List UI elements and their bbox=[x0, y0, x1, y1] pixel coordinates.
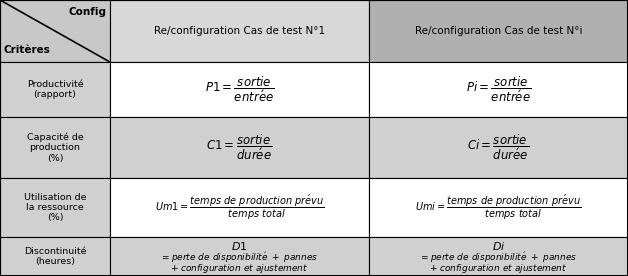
Text: Re/configuration Cas de test N°1: Re/configuration Cas de test N°1 bbox=[154, 26, 325, 36]
Bar bbox=[110, 62, 369, 117]
Bar bbox=[110, 237, 369, 276]
Bar bbox=[110, 117, 369, 178]
Text: $Um1 = \dfrac{\mathit{temps\ de\ production\ pr\acute{e}vu}}{\mathit{temps\ tota: $Um1 = \dfrac{\mathit{temps\ de\ product… bbox=[154, 193, 324, 222]
Text: Discontinuité
(heures): Discontinuité (heures) bbox=[24, 247, 86, 266]
Text: Critères: Critères bbox=[3, 45, 50, 55]
Text: $Umi = \dfrac{\mathit{temps\ de\ production\ pr\acute{e}vu}}{\mathit{temps\ tota: $Umi = \dfrac{\mathit{temps\ de\ product… bbox=[415, 193, 582, 222]
Text: Productivité
(rapport): Productivité (rapport) bbox=[26, 80, 84, 99]
Bar bbox=[0, 62, 110, 117]
Text: $Ci = \dfrac{\mathit{sortie}}{\mathit{dur\acute{e}e}}$: $Ci = \dfrac{\mathit{sortie}}{\mathit{du… bbox=[467, 133, 529, 162]
Bar bbox=[369, 62, 628, 117]
Text: $\mathit{+\ configuration\ et\ ajustement}$: $\mathit{+\ configuration\ et\ ajustemen… bbox=[170, 262, 308, 275]
Bar bbox=[110, 0, 369, 62]
Text: Utilisation de
la ressource
(%): Utilisation de la ressource (%) bbox=[24, 193, 86, 222]
Text: $P1 = \dfrac{\mathit{sortie}}{\mathit{entr\acute{e}e}}$: $P1 = \dfrac{\mathit{sortie}}{\mathit{en… bbox=[205, 75, 274, 104]
Text: $\mathit{+\ configuration\ et\ ajustement}$: $\mathit{+\ configuration\ et\ ajustemen… bbox=[430, 262, 568, 275]
Bar bbox=[369, 117, 628, 178]
Bar bbox=[0, 178, 110, 237]
Bar bbox=[369, 0, 628, 62]
Text: $C1 = \dfrac{\mathit{sortie}}{\mathit{dur\acute{e}e}}$: $C1 = \dfrac{\mathit{sortie}}{\mathit{du… bbox=[206, 133, 273, 162]
Bar bbox=[369, 237, 628, 276]
Text: Config: Config bbox=[68, 7, 107, 17]
Bar bbox=[0, 0, 110, 62]
Bar bbox=[110, 178, 369, 237]
Text: $\mathit{= perte\ de\ disponibilit\acute{e}\ +\ pannes}$: $\mathit{= perte\ de\ disponibilit\acute… bbox=[420, 250, 578, 265]
Text: $Pi = \dfrac{\mathit{sortie}}{\mathit{entr\acute{e}e}}$: $Pi = \dfrac{\mathit{sortie}}{\mathit{en… bbox=[466, 75, 531, 104]
Text: $Di$: $Di$ bbox=[492, 240, 506, 252]
Bar bbox=[0, 237, 110, 276]
Bar bbox=[369, 178, 628, 237]
Text: $D1$: $D1$ bbox=[231, 240, 247, 252]
Text: Re/configuration Cas de test N°i: Re/configuration Cas de test N°i bbox=[414, 26, 582, 36]
Text: Capacité de
production
(%): Capacité de production (%) bbox=[26, 132, 84, 163]
Bar bbox=[0, 117, 110, 178]
Text: $\mathit{= perte\ de\ disponibilit\acute{e}\ +\ pannes}$: $\mathit{= perte\ de\ disponibilit\acute… bbox=[160, 250, 318, 265]
